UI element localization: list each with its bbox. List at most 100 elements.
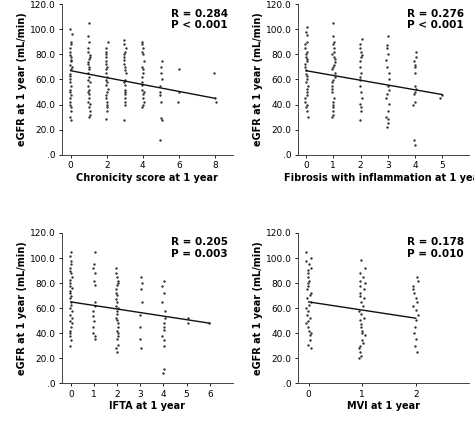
Point — [304, 24, 311, 31]
Point — [113, 327, 120, 334]
Point — [306, 277, 313, 284]
Point — [139, 66, 146, 72]
Point — [120, 36, 128, 43]
Point — [211, 95, 219, 102]
Point — [89, 265, 97, 272]
Point — [328, 66, 336, 73]
Point — [383, 124, 390, 131]
Point — [303, 101, 310, 108]
Point — [112, 295, 119, 302]
Point — [85, 95, 92, 101]
Point — [68, 31, 75, 38]
Point — [303, 89, 311, 95]
Point — [356, 307, 363, 314]
Point — [121, 49, 129, 55]
Point — [84, 32, 91, 39]
Point — [66, 88, 74, 95]
Point — [67, 86, 74, 93]
Point — [67, 265, 74, 271]
Point — [66, 101, 74, 108]
Point — [358, 299, 365, 305]
Point — [438, 92, 446, 98]
Point — [383, 57, 390, 64]
Point — [66, 44, 73, 51]
Point — [104, 99, 111, 106]
Point — [303, 49, 311, 55]
Point — [114, 342, 122, 349]
Point — [68, 54, 75, 60]
Point — [138, 299, 146, 305]
Point — [410, 91, 418, 98]
Point — [102, 95, 109, 101]
Point — [160, 343, 168, 349]
Point — [113, 336, 121, 343]
Point — [113, 299, 121, 305]
Point — [91, 270, 99, 277]
Point — [358, 36, 366, 43]
Point — [112, 302, 120, 309]
Point — [102, 116, 109, 123]
Point — [307, 254, 315, 261]
Point — [66, 70, 74, 77]
Point — [307, 345, 315, 351]
Point — [330, 45, 338, 52]
Point — [85, 91, 92, 98]
Point — [304, 282, 311, 289]
Point — [138, 280, 146, 287]
Point — [120, 116, 128, 123]
Point — [301, 99, 309, 106]
Point — [301, 41, 309, 48]
Point — [356, 57, 364, 64]
Point — [409, 282, 417, 289]
Point — [140, 91, 147, 98]
Point — [411, 323, 419, 330]
Point — [412, 49, 420, 56]
Point — [329, 76, 337, 83]
Point — [308, 265, 315, 272]
Point — [384, 108, 392, 115]
Point — [356, 290, 364, 296]
Point — [303, 86, 311, 93]
Point — [410, 136, 418, 143]
Point — [328, 88, 336, 95]
Point — [412, 53, 420, 60]
Y-axis label: eGFR at 1 year (mL/min): eGFR at 1 year (mL/min) — [17, 13, 27, 147]
Point — [303, 108, 311, 115]
Point — [383, 41, 391, 48]
Point — [68, 320, 76, 327]
Point — [140, 99, 147, 106]
Point — [360, 315, 368, 322]
Point — [303, 56, 311, 63]
Point — [384, 32, 392, 39]
Point — [66, 280, 73, 287]
Point — [66, 26, 74, 33]
Point — [301, 63, 309, 70]
Point — [91, 336, 98, 343]
Point — [415, 311, 422, 318]
Point — [361, 279, 368, 286]
Point — [210, 70, 218, 77]
Point — [84, 70, 91, 77]
Point — [302, 257, 310, 264]
Point — [66, 252, 73, 259]
Point — [112, 270, 119, 276]
Point — [120, 61, 128, 68]
Point — [158, 76, 165, 83]
Point — [67, 261, 75, 268]
Text: R = 0.205
P = 0.003: R = 0.205 P = 0.003 — [171, 237, 228, 259]
Point — [328, 83, 336, 89]
Point — [411, 99, 419, 106]
Point — [411, 83, 419, 89]
Point — [67, 298, 75, 305]
Point — [304, 342, 311, 349]
Point — [102, 66, 110, 72]
Point — [68, 273, 76, 280]
Point — [304, 270, 312, 277]
Point — [304, 114, 311, 121]
Point — [103, 79, 111, 86]
Point — [303, 76, 310, 83]
Point — [91, 248, 99, 255]
Point — [85, 104, 93, 110]
Point — [308, 330, 315, 337]
Point — [359, 302, 367, 309]
